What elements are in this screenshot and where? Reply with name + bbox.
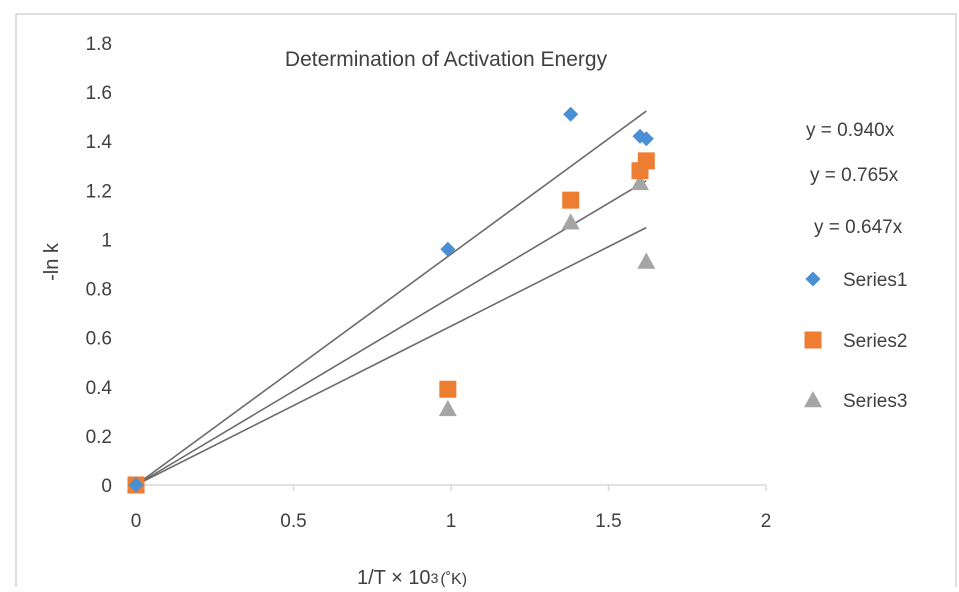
- plot-area: 0 0.5 1 1.5 2 0 0.2 0.4 0.6 0.8 1 1.2 1.4 1.6 1.8 y = 0…: [86, 34, 908, 532]
- y-tick-label: 1.6: [86, 83, 112, 104]
- data-point-series1: [638, 131, 654, 147]
- data-point-series2: [562, 191, 580, 209]
- trendline-equation-series3: y = 0.647x: [814, 217, 903, 238]
- y-tick-label: 0.6: [86, 329, 112, 350]
- trendline-series1: [135, 110, 647, 486]
- y-axis-title: -ln k: [41, 242, 63, 281]
- x-axis-title-unit: (˚K): [440, 571, 467, 587]
- y-tick-label: 0.2: [86, 427, 112, 448]
- legend-label-series1: Series1: [843, 270, 907, 291]
- trendline-equation-series2: y = 0.765x: [810, 165, 899, 186]
- data-point-series1: [440, 241, 456, 257]
- x-tick-label: 0.5: [280, 511, 306, 532]
- chart-border: [15, 13, 957, 592]
- data-point-series2: [439, 380, 457, 398]
- x-axis-title-superscript: 3: [431, 570, 439, 586]
- y-tick-label: 0: [101, 476, 112, 497]
- trendline-series3: [135, 226, 647, 486]
- y-tick-label: 1.4: [86, 132, 113, 153]
- data-point-series1: [563, 106, 579, 122]
- legend-marker-series1: [805, 271, 821, 287]
- data-point-series2: [637, 152, 655, 170]
- x-axis-title: 1/T × 103 (˚K): [357, 567, 467, 587]
- legend-marker-series2: [804, 331, 822, 349]
- legend-marker-series3: [804, 391, 822, 408]
- data-point-series3: [561, 213, 580, 230]
- y-tick-label: 1.8: [86, 34, 112, 55]
- legend-label-series3: Series3: [843, 391, 907, 412]
- trendline-series2: [135, 179, 647, 486]
- data-point-series3: [637, 252, 656, 269]
- y-tick-label: 1.2: [86, 181, 112, 202]
- data-point-series3: [631, 173, 649, 191]
- trendline-equation-series1: y = 0.940x: [806, 120, 895, 141]
- data-point-series1: [128, 477, 144, 493]
- chart-title: Determination of Activation Energy: [285, 48, 608, 71]
- y-tick-label: 0.4: [86, 378, 113, 399]
- data-point-series3: [438, 399, 457, 417]
- y-tick-label: 1: [101, 230, 112, 251]
- x-tick-label: 1.5: [595, 511, 621, 532]
- x-axis-title-main: 1/T × 10: [357, 567, 431, 587]
- y-tick-label: 0.8: [86, 280, 112, 301]
- legend-label-series2: Series2: [843, 331, 907, 352]
- x-tick-label: 0: [131, 511, 142, 532]
- x-tick-label: 1: [446, 511, 457, 532]
- x-tick-label: 2: [761, 511, 772, 532]
